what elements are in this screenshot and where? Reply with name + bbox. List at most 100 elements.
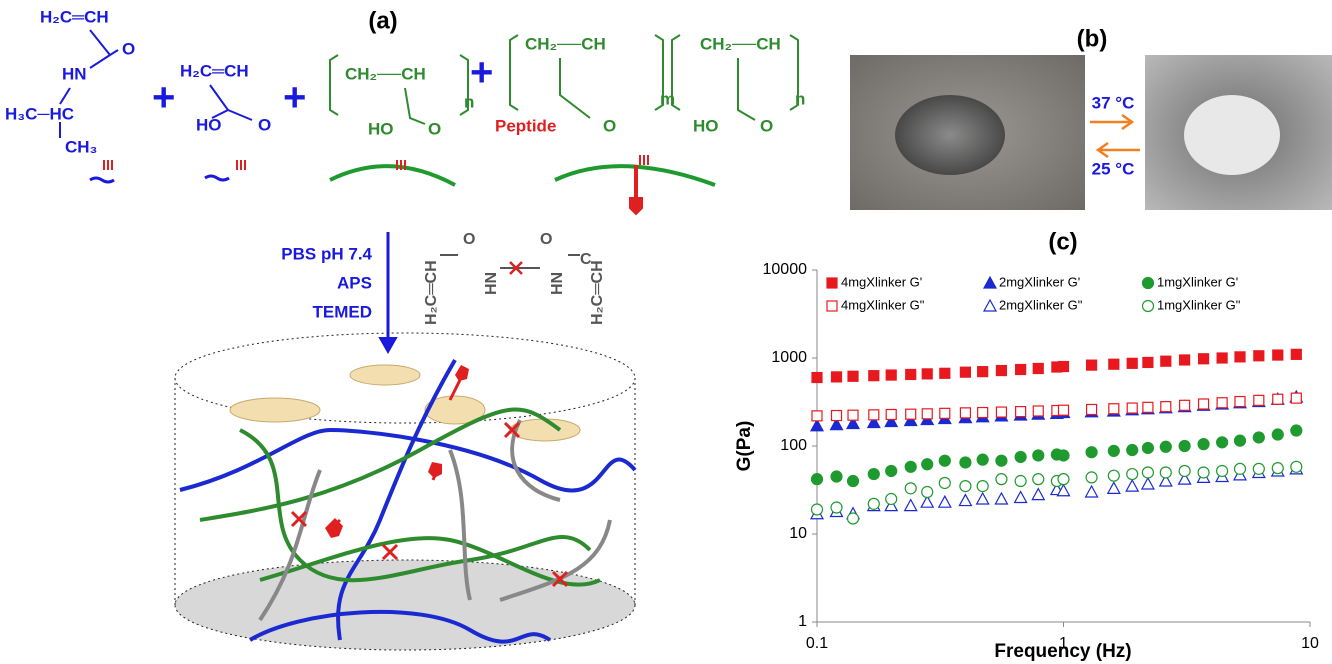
marker-square <box>960 367 970 377</box>
marker-circle <box>1291 425 1302 436</box>
marker-circle <box>1127 445 1138 456</box>
marker-square <box>812 411 822 421</box>
gel <box>895 95 1005 175</box>
marker-square <box>848 371 858 381</box>
formula: O <box>463 231 475 248</box>
marker-square <box>1254 351 1264 361</box>
panel-label: (b) <box>1077 25 1108 52</box>
y-tick-label: 1000 <box>771 349 807 366</box>
temperature: 25 °C <box>1092 159 1135 178</box>
marker-circle <box>1198 439 1209 450</box>
marker-circle <box>848 513 859 524</box>
marker-circle <box>868 469 879 480</box>
formula: H₂C═CH <box>423 260 440 325</box>
marker-square <box>906 409 916 419</box>
marker-circle <box>996 455 1007 466</box>
marker-triangle <box>1126 480 1138 491</box>
plus: + <box>470 51 493 95</box>
marker-triangle <box>1108 482 1120 493</box>
formula: O <box>760 116 773 135</box>
marker-triangle <box>1086 486 1098 497</box>
marker-circle <box>922 459 933 470</box>
marker-circle <box>905 461 916 472</box>
marker-square <box>886 370 896 380</box>
marker-square <box>1087 360 1097 370</box>
marker-circle <box>977 454 988 465</box>
figure: (a) H₂C═CH HN O H₃C─HC CH₃ + H₂C═CH HO O… <box>0 0 1332 664</box>
formula: HO <box>693 116 719 135</box>
formula: HO <box>196 115 222 134</box>
formula: HO <box>368 119 394 138</box>
marker-square <box>1291 393 1301 403</box>
marker-square <box>1059 362 1069 372</box>
marker-square <box>978 367 988 377</box>
marker-circle <box>1015 476 1026 487</box>
marker-square <box>1217 398 1227 408</box>
formula: O <box>122 39 135 58</box>
marker-circle <box>1033 450 1044 461</box>
legend-label: 1mgXlinker G" <box>1157 297 1241 312</box>
marker-square <box>922 409 932 419</box>
panel-b: (b) 37 °C 25 °C <box>850 25 1332 210</box>
plus: + <box>152 76 175 120</box>
marker-triangle <box>939 496 951 507</box>
x-tick-label: 10 <box>1301 635 1319 652</box>
marker-square <box>812 373 822 383</box>
marker-triangle <box>1032 489 1044 500</box>
marker-square <box>1199 354 1209 364</box>
marker-square <box>1273 394 1283 404</box>
y-axis-title: G(Pa) <box>734 421 755 472</box>
marker-circle <box>960 481 971 492</box>
panel-c: (c) Frequency (Hz) G(Pa) 110100100010000… <box>734 228 1319 662</box>
marker-square <box>978 408 988 418</box>
marker-circle <box>1142 467 1153 478</box>
marker-square <box>960 408 970 418</box>
marker-square <box>1235 352 1245 362</box>
marker-circle <box>1108 470 1119 481</box>
marker-square <box>832 411 842 421</box>
legend-label: 4mgXlinker G' <box>841 274 922 289</box>
marker-circle <box>812 504 823 515</box>
marker-triangle <box>959 495 971 506</box>
marker-circle <box>1179 441 1190 452</box>
marker-square <box>886 410 896 420</box>
panel-label: (a) <box>368 7 397 34</box>
marker-circle <box>868 498 879 509</box>
marker-circle <box>1127 469 1138 480</box>
marker-square <box>1199 399 1209 409</box>
marker-circle <box>1015 451 1026 462</box>
marker-circle <box>977 481 988 492</box>
marker-circle <box>1179 465 1190 476</box>
formula: H₂C═CH <box>589 260 606 325</box>
marker-circle <box>1033 474 1044 485</box>
gel <box>1184 95 1280 175</box>
legend-label: 2mgXlinker G' <box>999 274 1080 289</box>
marker-square <box>1180 400 1190 410</box>
marker-square <box>1235 397 1245 407</box>
marker-circle <box>1142 442 1153 453</box>
condition: PBS pH 7.4 <box>281 244 372 263</box>
marker-triangle <box>1015 491 1027 502</box>
formula: O <box>540 231 552 248</box>
formula: CH₂──CH <box>525 34 606 53</box>
marker-circle <box>1143 301 1154 312</box>
marker-square <box>1016 407 1026 417</box>
marker-circle <box>1217 465 1228 476</box>
marker-square <box>996 366 1006 376</box>
formula: Peptide <box>495 116 556 135</box>
marker-circle <box>1160 441 1171 452</box>
marker-triangle <box>995 493 1007 504</box>
marker-circle <box>1086 472 1097 483</box>
temperature: 37 °C <box>1092 93 1135 112</box>
condition: APS <box>337 273 372 292</box>
marker-circle <box>1272 463 1283 474</box>
formula: HN <box>549 272 566 295</box>
marker-circle <box>939 477 950 488</box>
y-tick-label: 10 <box>789 525 807 542</box>
marker-circle <box>960 457 971 468</box>
formula: CH₃ <box>65 137 97 156</box>
marker-triangle <box>984 300 996 311</box>
formula: n <box>464 92 474 111</box>
marker-circle <box>1086 447 1097 458</box>
y-tick-label: 10000 <box>763 261 808 278</box>
